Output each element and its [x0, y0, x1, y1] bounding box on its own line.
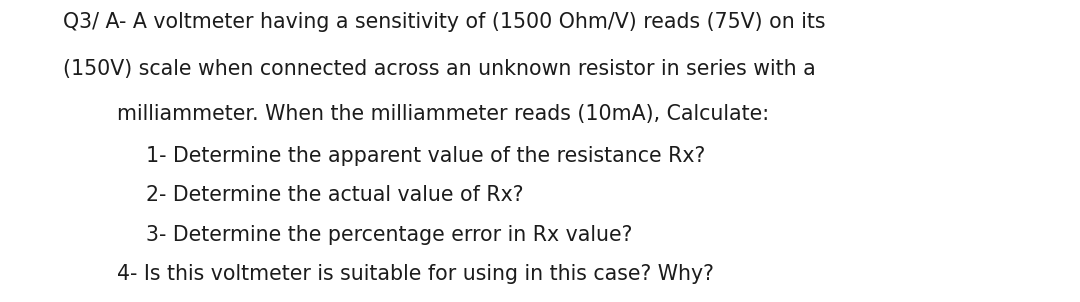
- Text: 1- Determine the apparent value of the resistance Rx?: 1- Determine the apparent value of the r…: [146, 146, 705, 166]
- Text: 2- Determine the actual value of Rx?: 2- Determine the actual value of Rx?: [146, 185, 524, 205]
- Text: 3- Determine the percentage error in Rx value?: 3- Determine the percentage error in Rx …: [146, 225, 632, 245]
- Text: milliammeter. When the milliammeter reads (10mA), Calculate:: milliammeter. When the milliammeter read…: [117, 104, 769, 124]
- Text: 4- Is this voltmeter is suitable for using in this case? Why?: 4- Is this voltmeter is suitable for usi…: [117, 265, 714, 284]
- Text: (150V) scale when connected across an unknown resistor in series with a: (150V) scale when connected across an un…: [63, 59, 815, 79]
- Text: Q3/ A- A voltmeter having a sensitivity of (1500 Ohm/V) reads (75V) on its: Q3/ A- A voltmeter having a sensitivity …: [63, 12, 825, 32]
